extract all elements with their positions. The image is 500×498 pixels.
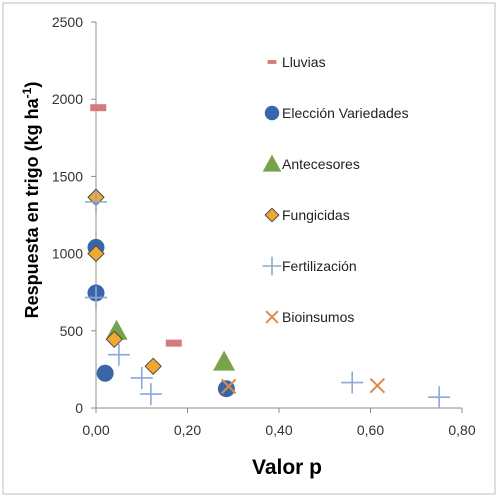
legend-label: Elección Variedades [282,105,409,121]
data-point-lluvias [165,339,182,347]
data-point-fertilizacion [107,343,130,366]
y-tick-label: 2500 [52,14,83,30]
legend-marker-fertilizacion [262,256,282,276]
x-tick-label: 0,00 [82,422,109,438]
data-point-fertilizacion [139,383,162,406]
y-axis-title-superscript: -1 [20,87,34,98]
data-point-lluvias [90,104,107,112]
legend-item-antecesores: Antecesores [262,154,360,172]
legend-item-fertilizacion: Fertilización [262,256,357,276]
legend-marker-bioinsumos [265,310,279,324]
data-point-eleccion-variedades [96,364,114,382]
legend-marker-fungicidas [264,207,280,223]
data-point-fungicidas [105,330,124,348]
series-fertilizacion [85,190,451,409]
legend: Lluvias Elección Variedades Antecesores Fun… [262,54,409,325]
legend-label: Fungicidas [282,207,350,223]
y-tick-label: 0 [75,400,83,416]
data-points [85,104,451,409]
data-point-fertilizacion [85,190,107,213]
data-point-bioinsumos [369,377,386,394]
x-tick-label: 0,60 [357,422,384,438]
legend-item-eleccion-variedades: Elección Variedades [264,105,409,121]
y-tick-label: 2000 [52,91,83,107]
x-tick-label: 0,40 [265,422,292,438]
legend-label: Bioinsumos [282,309,354,325]
legend-item-lluvias: Lluvias [267,54,326,70]
x-tick-label: 0,20 [174,422,201,438]
data-point-antecesores [213,350,236,371]
data-point-bioinsumos [220,378,237,395]
x-axis-title: Valor p [252,456,322,479]
legend-label: Lluvias [282,54,326,70]
y-tick-label: 500 [60,323,84,339]
data-point-fungicidas [87,244,105,263]
legend-label: Antecesores [282,156,360,172]
data-point-fungicidas [144,357,162,376]
axes: 0 500 1000 1500 2000 2500 0,00 0,20 0,40 0,60 0,80 [52,14,476,438]
legend-item-fungicidas: Fungicidas [264,207,350,223]
y-axis-title-close: ) [22,82,42,88]
x-tick-label: 0,80 [448,422,475,438]
y-tick-label: 1000 [52,246,83,262]
y-axis-title-text: Respuesta en trigo (kg ha [22,97,42,318]
chart-border [2,2,496,495]
legend-label: Fertilización [282,258,357,274]
series-lluvias [90,104,182,347]
data-point-fertilizacion [130,366,153,389]
series-bioinsumos [220,377,386,395]
legend-marker-lluvias [267,60,277,64]
y-tick-label: 1500 [52,168,83,184]
legend-marker-eleccion-variedades [264,105,280,121]
data-point-fertilizacion [428,386,451,409]
legend-marker-antecesores [262,154,282,172]
data-point-fertilizacion [341,371,364,394]
data-point-fertilizacion [85,286,107,309]
legend-item-bioinsumos: Bioinsumos [265,309,354,325]
y-axis-title: Respuesta en trigo (kg ha-1) [20,82,42,319]
